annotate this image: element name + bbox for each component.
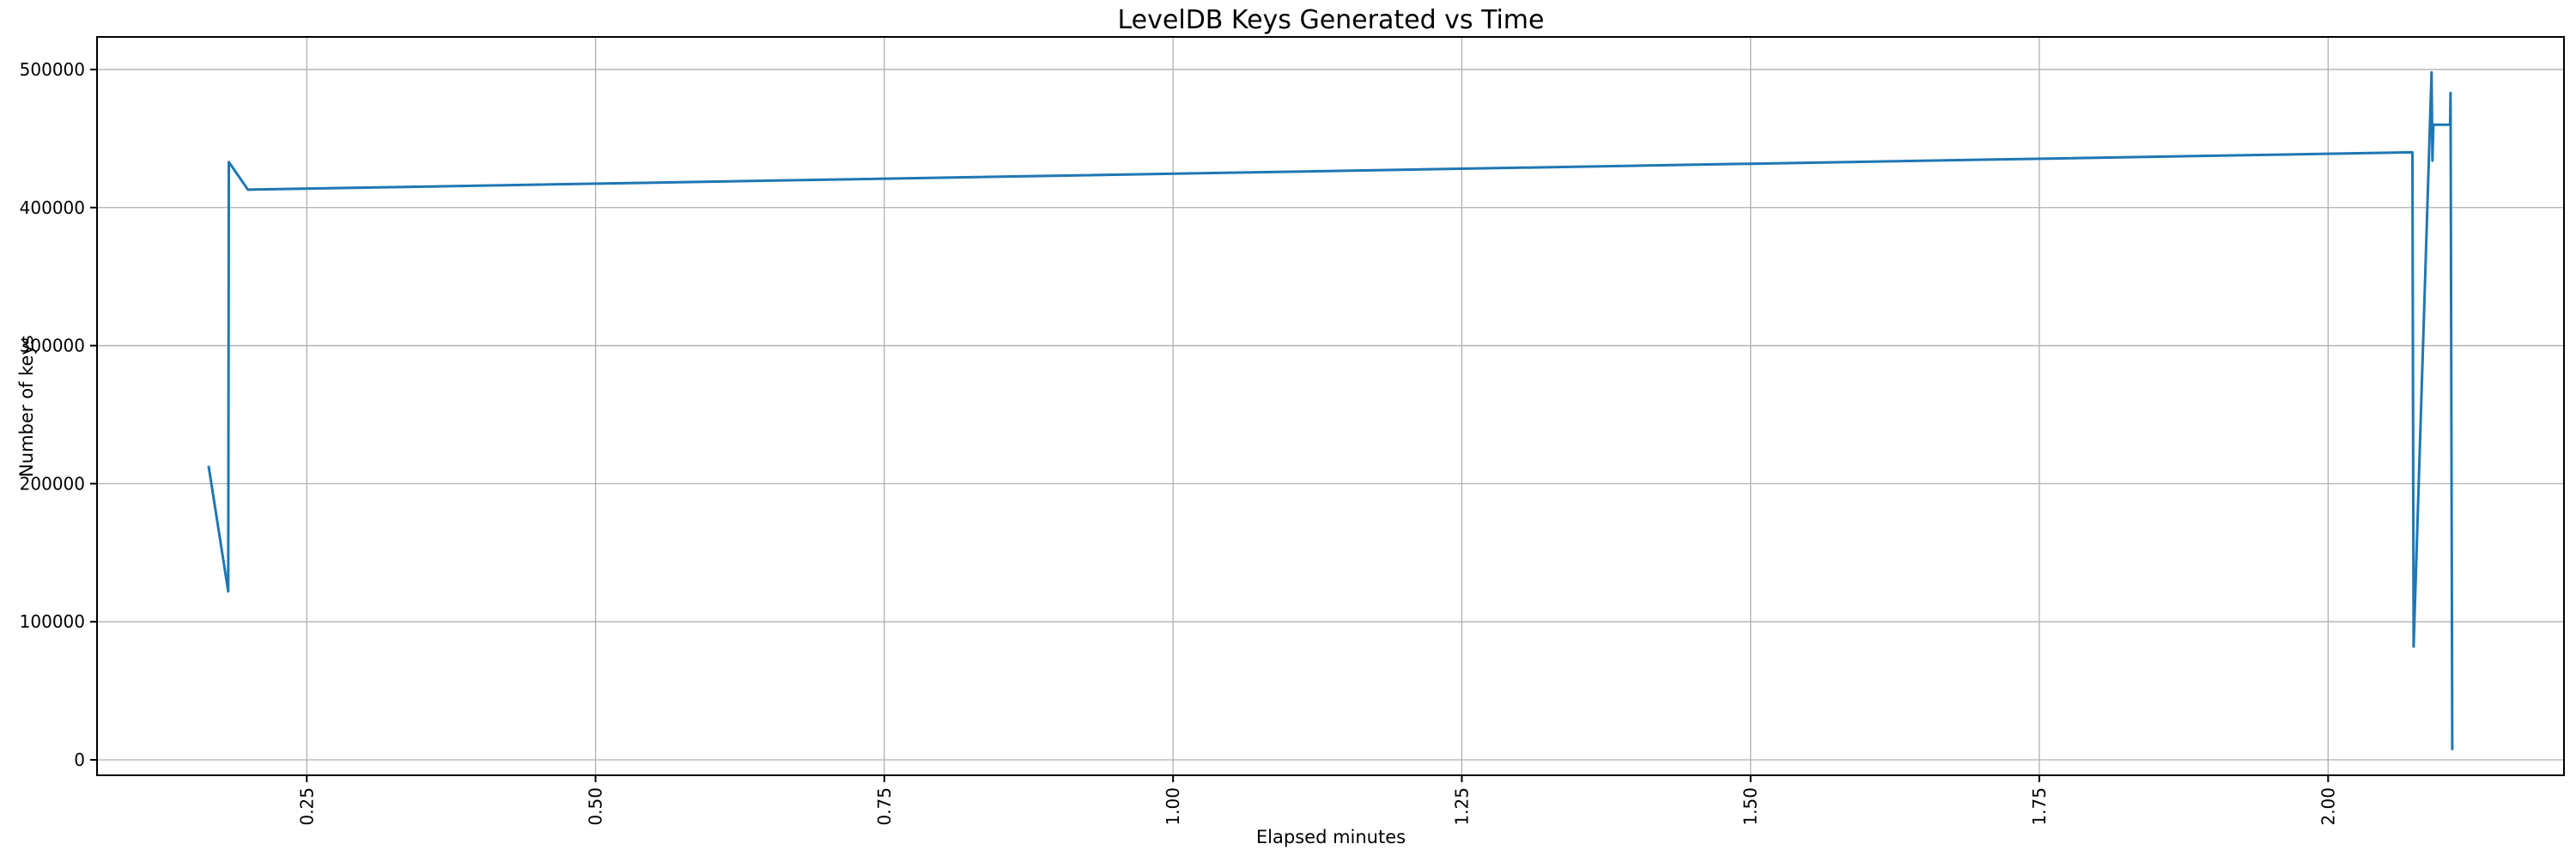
x-tick-label: 1.50: [1741, 787, 1761, 826]
data-line: [207, 70, 2454, 750]
x-tick-label: 1.25: [1451, 787, 1472, 826]
y-tick-label: 500000: [20, 59, 85, 80]
series-layer: [207, 70, 2454, 750]
y-axis-label: Number of keys: [16, 335, 37, 477]
grid-layer: [97, 37, 2564, 775]
x-axis-label: Elapsed minutes: [1256, 827, 1406, 847]
tick-layer: 0.25 0.50 0.75 1.00 1.25 1.50 1.75 2.00 0 100000 2…: [20, 59, 2339, 826]
plot-area: [96, 36, 2565, 776]
chart-title: LevelDB Keys Generated vs Time: [1118, 5, 1545, 35]
x-tick-label: 0.75: [874, 787, 895, 826]
x-tick-label: 0.25: [296, 787, 317, 826]
x-tick-label: 1.75: [2029, 787, 2050, 826]
y-tick-label: 400000: [20, 197, 85, 218]
y-tick-label: 200000: [20, 473, 85, 494]
x-tick-label: 0.50: [586, 787, 606, 826]
x-tick-label: 2.00: [2318, 787, 2338, 826]
y-tick-label: 300000: [20, 336, 85, 356]
x-tick-label: 1.00: [1163, 787, 1183, 826]
y-tick-label: 100000: [20, 611, 85, 632]
y-tick-label: 0: [74, 750, 85, 770]
